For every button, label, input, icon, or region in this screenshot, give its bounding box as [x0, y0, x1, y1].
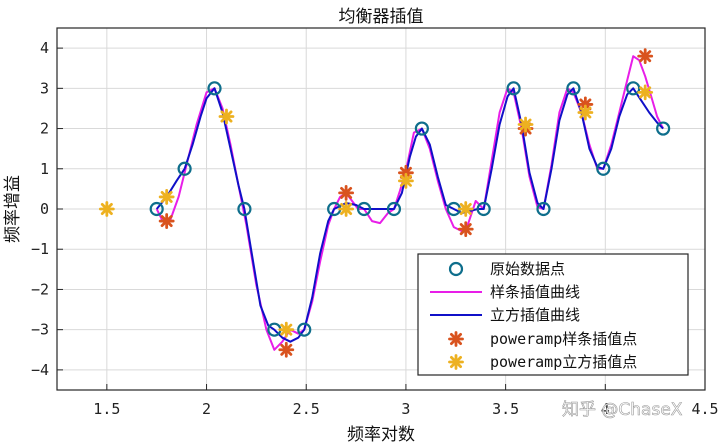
watermark: 知乎 @ChaseX [562, 400, 683, 420]
y-tick-label: 2 [40, 120, 49, 138]
legend-label-spline-curve: 样条插值曲线 [490, 283, 580, 301]
legend: 原始数据点 样条插值曲线 立方插值曲线 poweramp样条插值点 powera… [417, 253, 689, 376]
original-data-point [386, 201, 402, 217]
y-axis-label: 频率增益 [3, 175, 23, 243]
original-data-point [414, 121, 429, 136]
original-data-point [207, 81, 222, 96]
poweramp-cubic-point [98, 201, 115, 217]
poweramp-cubic-point [457, 201, 474, 217]
original-data-point [626, 81, 641, 96]
original-data-point [596, 161, 611, 176]
original-data-point [237, 201, 252, 217]
original-data-point [177, 161, 192, 176]
original-data-point [149, 201, 164, 217]
poweramp-spline-point [457, 221, 474, 238]
original-data-point [506, 81, 521, 96]
y-tick-label: 1 [40, 160, 49, 178]
x-tick-label: 4 [601, 400, 610, 418]
y-tick-label: 3 [40, 79, 49, 97]
poweramp-cubic-point [278, 321, 295, 338]
x-tick-label: 3 [401, 400, 410, 418]
chart-title: 均衡器插值 [339, 7, 424, 27]
y-tick-label: 0 [40, 200, 49, 218]
x-tick-label: 3.5 [492, 400, 519, 418]
original-data-point [356, 201, 372, 217]
legend-symbol-poweramp-spline [448, 331, 464, 347]
y-tick-label: −4 [31, 361, 49, 379]
original-data-point [536, 201, 551, 217]
y-tick-label: −2 [31, 280, 49, 298]
legend-label-original-points: 原始数据点 [490, 260, 565, 278]
x-tick-label: 2.5 [293, 400, 320, 418]
original-data-point [297, 322, 312, 337]
poweramp-spline-point [278, 341, 295, 358]
legend-label-poweramp-spline: poweramp样条插值点 [490, 330, 637, 348]
poweramp-cubic-point [517, 116, 534, 133]
poweramp-cubic-point [338, 201, 355, 217]
x-tick-label: 2 [202, 400, 211, 418]
x-axis-label: 频率对数 [347, 425, 415, 444]
y-tick-label: −1 [31, 240, 49, 258]
poweramp-cubic-point [398, 172, 414, 189]
original-data-point [566, 81, 581, 96]
legend-symbol-poweramp-cubic [448, 354, 464, 370]
x-tick-label: 1.5 [93, 400, 120, 418]
original-data-point [656, 121, 671, 136]
poweramp-spline-point [637, 48, 654, 65]
poweramp-cubic-point [218, 108, 235, 125]
poweramp-cubic-point [577, 104, 594, 121]
legend-label-poweramp-cubic: poweramp立方插值点 [490, 353, 637, 371]
original-data-point [476, 201, 491, 217]
poweramp-spline-point [338, 185, 355, 201]
y-tick-label: −3 [31, 321, 49, 339]
x-tick-label: 4.5 [691, 400, 718, 418]
poweramp-spline-point [158, 213, 175, 229]
legend-symbol-original-points [448, 261, 464, 277]
poweramp-cubic-point [158, 189, 175, 205]
legend-label-cubic-curve: 立方插值曲线 [490, 306, 580, 324]
poweramp-cubic-point [637, 84, 654, 101]
axis-ticks: 1.5 2 2.5 3 3.5 4 4.5 −4 −3 −2 −1 0 1 2 3 4 [31, 39, 719, 418]
series-layer [98, 48, 671, 358]
y-tick-label: 4 [40, 39, 49, 57]
